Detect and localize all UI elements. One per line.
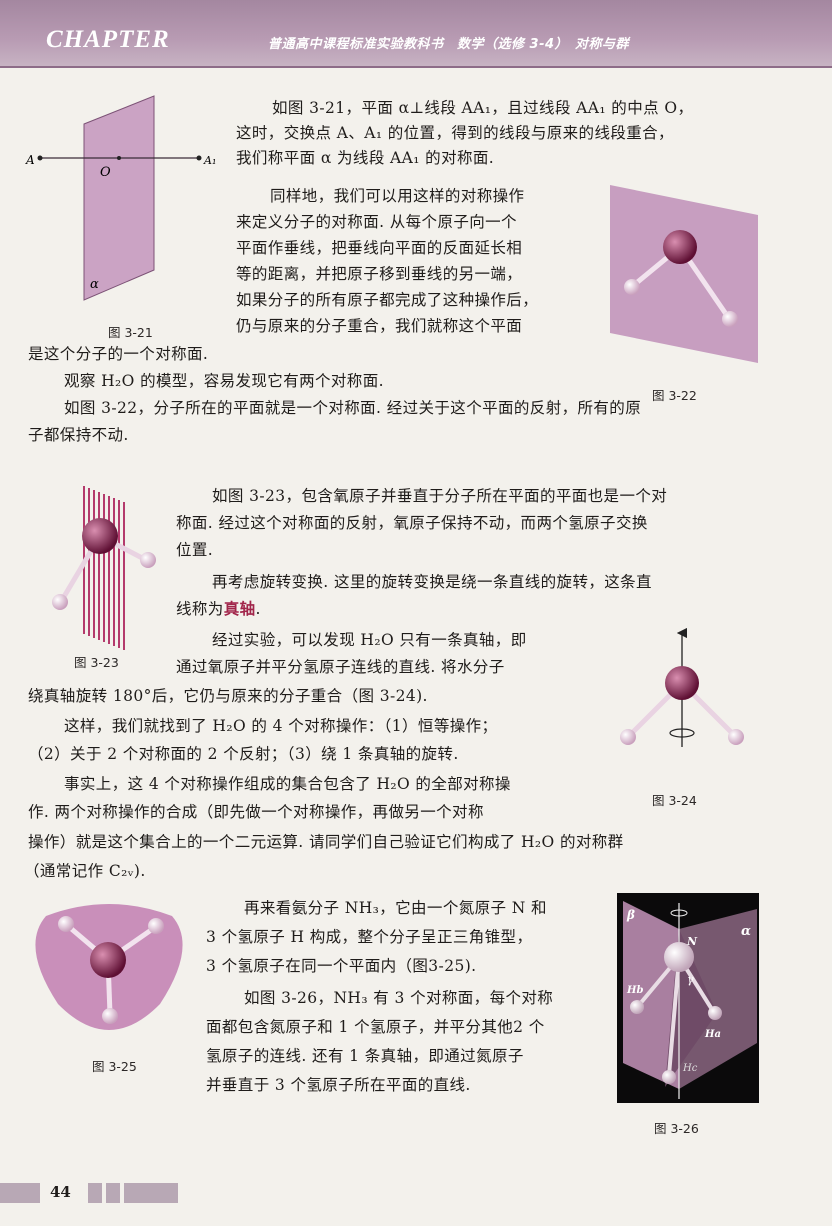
text-line: 这样，我们就找到了 H₂O 的 4 个对称操作：（1）恒等操作； — [64, 717, 498, 735]
label-alpha: α — [741, 924, 751, 939]
label-ha: Ha — [704, 1029, 721, 1040]
text-segment: 线称为 — [176, 600, 224, 618]
hydrogen-atom — [662, 1070, 676, 1084]
text-line: 是这个分子的一个对称面. — [28, 345, 209, 363]
nitrogen-atom — [90, 942, 126, 978]
text-line: 再来看氨分子 NH₃，它由一个氮原子 N 和 — [244, 899, 547, 917]
text-line: 经过实验，可以发现 H₂O 只有一条真轴，即 — [212, 631, 527, 649]
label-hc: Hc — [682, 1063, 698, 1074]
figure-3-22 — [610, 185, 758, 363]
text-line: 位置. — [176, 541, 214, 559]
text-line: 平面作垂线，把垂线向平面的反面延长相 — [236, 239, 523, 257]
nitrogen-atom — [664, 942, 694, 972]
caption-fig-3-22: 图 3-22 — [652, 388, 697, 403]
oxygen-atom — [82, 518, 118, 554]
text-line: 如果分子的所有原子都完成了这种操作后， — [236, 291, 539, 309]
text-line: 如图 3-23，包含氧原子并垂直于分子所在平面的平面也是一个对 — [212, 487, 668, 505]
footer-bar — [88, 1183, 102, 1203]
label-beta: β — [626, 908, 635, 922]
rotation-arrow — [669, 728, 695, 738]
text-line: 线称为真轴. — [176, 597, 261, 622]
chapter-label: CHAPTER — [46, 26, 170, 53]
plane — [610, 185, 758, 363]
text-line: 操作）就是这个集合上的一个二元运算. 请同学们自己验证它们构成了 H₂O 的对称… — [28, 833, 624, 851]
figure-3-25 — [35, 904, 183, 1030]
plane-beta — [623, 901, 679, 1089]
plane-alpha — [679, 909, 757, 1089]
text-line: 如图 3-26，NH₃ 有 3 个对称面，每个对称 — [244, 989, 554, 1007]
footer-bar — [0, 1183, 40, 1203]
text-line: 子都保持不动. — [28, 426, 129, 444]
label-gamma: γ — [687, 973, 694, 986]
text-line: 同样地，我们可以用这样的对称操作 — [270, 187, 525, 205]
figure-3-26: β α N γ Hb Ha Hc — [617, 893, 759, 1103]
footer-bar — [106, 1183, 120, 1203]
plane-alpha — [83, 95, 155, 301]
oxygen-atom — [665, 666, 699, 700]
hydrogen-atom — [140, 552, 156, 568]
hydrogen-atom — [728, 729, 744, 745]
text-line: 再考虑旋转变换. 这里的旋转变换是绕一条直线的旋转，这条直 — [212, 573, 652, 591]
book-series-title: 普通高中课程标准实验教科书 数学（选修 3-4） 对称与群 — [268, 37, 630, 52]
label-alpha: α — [90, 277, 99, 292]
text-line: 作. 两个对称操作的合成（即先做一个对称操作，再做另一个对称 — [28, 803, 484, 821]
text-line: 等的距离，并把原子移到垂线的另一端， — [236, 265, 523, 283]
caption-fig-3-21: 图 3-21 — [108, 325, 153, 340]
text-line: 绕真轴旋转 180°后，它仍与原来的分子重合（图 3-24). — [28, 687, 428, 705]
label-hb: Hb — [626, 985, 643, 996]
text-line: 来定义分子的对称面. 从每个原子向一个 — [236, 213, 517, 231]
label-o: O — [100, 165, 111, 180]
text-line: 通过氧原子并平分氢原子连线的直线. 将水分子 — [176, 658, 505, 676]
text-line: 仍与原来的分子重合，我们就称这个平面 — [236, 317, 523, 335]
label-a: A — [25, 153, 35, 167]
hydrogen-atom — [620, 729, 636, 745]
caption-fig-3-26: 图 3-26 — [654, 1121, 699, 1136]
hydrogen-atom — [52, 594, 68, 610]
hydrogen-atom — [624, 279, 640, 295]
text-line: 如图 3-21，平面 α⊥线段 AA₁，且过线段 AA₁ 的中点 O， — [272, 99, 694, 117]
hydrogen-atom — [630, 1000, 644, 1014]
page-number: 44 — [50, 1183, 71, 1201]
hydrogen-atom — [102, 1008, 118, 1024]
caption-fig-3-24: 图 3-24 — [652, 793, 697, 808]
text-line: 3 个氢原子在同一个平面内（图3-25). — [206, 957, 477, 975]
text-segment: . — [255, 600, 261, 618]
oxygen-atom — [663, 230, 697, 264]
text-line: （2）关于 2 个对称面的 2 个反射；（3）绕 1 条真轴的旋转. — [28, 745, 459, 763]
figure-3-21: A A₁ O α — [25, 95, 216, 301]
text-line: 观察 H₂O 的模型，容易发现它有两个对称面. — [64, 372, 384, 390]
caption-fig-3-25: 图 3-25 — [92, 1059, 137, 1074]
text-line: 面都包含氮原子和 1 个氢原子，并平分其他2 个 — [206, 1018, 545, 1036]
figure-3-23 — [52, 486, 156, 650]
text-line: 事实上，这 4 个对称操作组成的集合包含了 H₂O 的全部对称操 — [64, 775, 511, 793]
text-line: 3 个氢原子 H 构成，整个分子呈正三角锥型， — [206, 928, 533, 946]
label-a1: A₁ — [203, 154, 216, 167]
text-line: 氢原子的连线. 还有 1 条真轴，即通过氮原子 — [206, 1047, 524, 1065]
vertical-plane — [83, 486, 125, 650]
text-line: 这时，交换点 A、A₁ 的位置，得到的线段与原来的线段重合， — [236, 124, 674, 142]
hydrogen-atom — [58, 916, 74, 932]
text-line: 我们称平面 α 为线段 AA₁ 的对称面. — [236, 149, 495, 167]
caption-fig-3-23: 图 3-23 — [74, 655, 119, 670]
text-line: 称面. 经过这个对称面的反射，氧原子保持不动，而两个氢原子交换 — [176, 514, 648, 532]
text-line: 并垂直于 3 个氢原子所在平面的直线. — [206, 1076, 471, 1094]
hydrogen-atom — [722, 311, 738, 327]
label-n: N — [686, 935, 698, 948]
term-true-axis: 真轴 — [223, 599, 256, 618]
footer-bar — [124, 1183, 178, 1203]
text-line: （通常记作 C₂ᵥ). — [24, 862, 146, 880]
page-header: CHAPTER 普通高中课程标准实验教科书 数学（选修 3-4） 对称与群 — [0, 0, 832, 68]
hydrogen-atom — [148, 918, 164, 934]
text-line: 如图 3-22，分子所在的平面就是一个对称面. 经过关于这个平面的反射，所有的原 — [64, 399, 642, 417]
figure-3-24 — [620, 627, 744, 747]
hydrogen-atom — [708, 1006, 722, 1020]
